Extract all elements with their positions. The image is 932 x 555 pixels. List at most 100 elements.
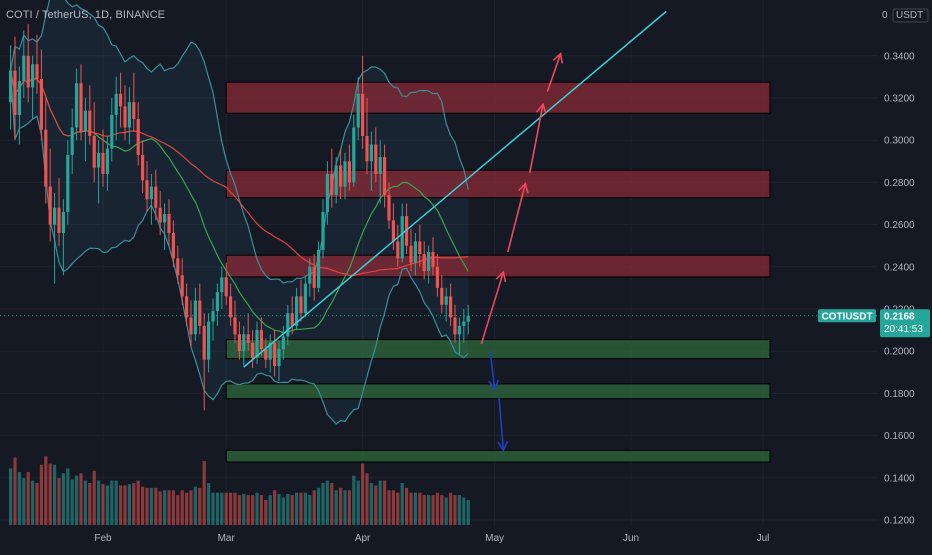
candle-body [303,283,307,314]
drawings-layer[interactable] [243,10,667,453]
candlestick-series [9,24,470,411]
trendline[interactable] [243,10,667,368]
up-arrow-head[interactable] [495,270,507,283]
volume-bar [26,472,30,525]
candle-body [409,245,413,263]
up-arrow-head[interactable] [552,52,564,64]
volume-bar [466,500,470,525]
volume-bar [369,483,373,525]
candle-body [330,173,334,196]
volume-bar [413,492,417,525]
volume-bar [171,490,175,525]
price-zones[interactable] [225,81,771,463]
time-axis[interactable]: Feb Mar Apr May Jun Jul [94,533,769,544]
candle-body [440,287,444,305]
up-arrow[interactable] [507,183,527,253]
candle-body [229,296,233,318]
volume-bar [61,473,65,525]
price-tick-label: 0.3200 [884,94,915,105]
candle-body [444,296,448,305]
resistance-zone[interactable] [225,81,771,114]
candle-body [48,186,52,225]
volume-bar [299,492,303,525]
candle-body [127,102,131,128]
down-arrow-head[interactable] [488,379,500,391]
volume-bar [308,495,312,525]
volume-bar [242,493,246,525]
candle-body [163,214,167,223]
volume-bar [154,487,158,525]
candle-body [141,154,145,181]
volume-bar [79,473,83,525]
candle-body [44,129,48,187]
price-tick-label: 0.1600 [884,431,915,442]
volume-bar [233,492,237,525]
volume-bar [176,495,180,525]
currency-label-box[interactable] [892,8,929,23]
support-zone[interactable] [225,449,771,463]
volume-bar [431,495,435,525]
candle-body [149,186,153,200]
candle-body [220,277,224,293]
down-arrow[interactable] [498,397,505,451]
price-tick-label: 0.1800 [884,389,915,400]
volume-bar [189,490,193,525]
candle-body [180,275,184,297]
up-arrow-head[interactable] [536,102,547,115]
volume-bar [391,490,395,525]
candle-body [242,334,246,352]
candle-body [97,152,101,168]
up-arrow-head[interactable] [517,181,529,194]
volume-bar [198,487,202,525]
candle-body [57,207,61,234]
up-arrow[interactable] [546,53,562,92]
support-zone[interactable] [225,339,771,360]
volume-bar [281,497,285,525]
symbol-header[interactable]: COTI / TetherUS, 1D, BINANCE [6,9,166,21]
candle-body [387,195,391,221]
volume-bar [383,480,387,525]
volume-bar [295,492,299,525]
price-badge-value: 0.2168 [884,311,915,322]
volume-bar [110,480,114,525]
volume-bar [396,492,400,525]
candle-body [374,144,378,174]
volume-bar [114,480,118,525]
symbol-badge [818,309,876,323]
currency-label[interactable]: USDT [896,10,923,21]
volume-bar [387,490,391,525]
resistance-zone[interactable] [225,169,771,199]
candle-body [224,277,228,297]
candle-body [457,325,461,335]
down-arrow-head[interactable] [497,440,509,453]
candle-body [308,266,312,284]
candle-body [356,93,360,128]
resistance-zone[interactable] [225,254,771,278]
up-arrow[interactable] [529,104,544,174]
volume-bar [211,492,215,525]
candle-body [347,161,351,183]
volume-bar [365,473,369,525]
volume-bar [405,487,409,525]
volume-bar [215,492,219,525]
volume-bar [185,492,189,525]
volume-bars [9,456,470,525]
candle-body [22,55,26,82]
candle-body [321,211,325,250]
volume-bar [418,492,422,525]
volume-bar [202,461,206,525]
volume-bar [427,495,431,525]
price-tick-label: 0.3400 [884,51,915,62]
price-tick-label: 0.3000 [884,136,915,147]
up-arrow[interactable] [480,271,505,345]
volume-bar [356,480,360,525]
candle-body [251,342,255,358]
candle-body [154,186,158,208]
support-zone[interactable] [225,383,771,400]
volume-bar [317,487,321,525]
time-tick-label: May [485,533,504,544]
volume-bar [273,490,277,525]
down-arrow[interactable] [489,351,496,390]
